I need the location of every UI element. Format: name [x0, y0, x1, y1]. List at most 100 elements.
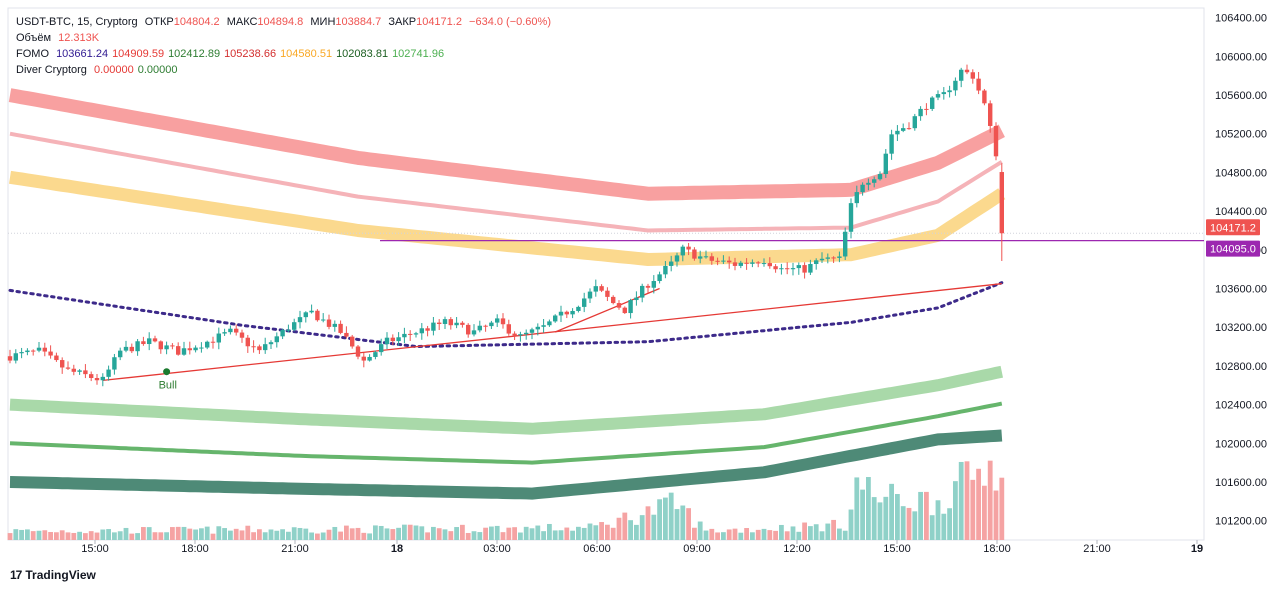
volume-bar	[929, 515, 935, 540]
volume-bar	[326, 529, 332, 540]
ohlc-row: USDT-BTC, 15, Cryptorg ОТКР104804.2 МАКС…	[16, 14, 555, 30]
candle-body	[25, 350, 30, 353]
candle-body	[582, 298, 587, 307]
fomo-series-line-7	[9, 429, 1003, 500]
volume-bar	[378, 525, 384, 540]
volume-bar	[808, 526, 813, 540]
fomo-series-line-3	[9, 170, 1006, 266]
candle-body	[698, 256, 703, 259]
candle-body	[489, 322, 494, 327]
candle-body	[100, 376, 105, 381]
volume-bar	[123, 527, 129, 540]
y-tick-label: 102800.00	[1215, 361, 1267, 373]
tradingview-logo[interactable]: 17 TradingView	[10, 568, 96, 582]
volume-bar	[848, 509, 854, 540]
fomo-series-line-5	[9, 365, 1004, 435]
fomo-value: 105238.66	[224, 48, 277, 60]
candle-body	[460, 322, 465, 325]
volume-bar	[251, 532, 256, 540]
candle-body	[147, 338, 152, 345]
volume-bar	[199, 528, 204, 540]
diver-values: 0.00000 0.00000	[94, 64, 182, 76]
candle-body	[848, 203, 854, 232]
candle-body	[535, 326, 540, 330]
volume-bar	[842, 530, 848, 540]
candle-body	[367, 356, 372, 361]
volume-bar	[77, 531, 82, 540]
volume-bar	[651, 514, 657, 540]
volume-bar	[721, 532, 726, 540]
volume-bar	[657, 499, 662, 540]
volume-bar	[71, 532, 77, 540]
candle-body	[651, 281, 656, 288]
volume-bar	[883, 496, 889, 540]
candle-body	[819, 258, 825, 261]
volume-bar	[668, 492, 674, 540]
volume-bar	[332, 526, 338, 540]
fomo-series-line-6	[9, 401, 1003, 465]
volume-bar	[680, 505, 686, 540]
volume-bar	[419, 526, 425, 540]
fomo-value: 104580.51	[280, 48, 333, 60]
candle-body	[692, 249, 697, 259]
candle-body	[135, 341, 140, 352]
volume-bar	[494, 525, 500, 540]
candle-body	[31, 350, 36, 352]
volume-bar	[54, 532, 59, 540]
candle-body	[790, 268, 796, 270]
candle-body	[280, 329, 285, 337]
candle-body	[402, 333, 407, 338]
candle-body	[83, 370, 88, 375]
candle-body	[953, 80, 958, 91]
volume-bar	[552, 530, 558, 540]
volume-bar	[663, 497, 668, 540]
candle-body	[36, 347, 42, 351]
volume-bar	[953, 481, 958, 540]
candle-body	[831, 257, 836, 259]
volume-bar	[837, 528, 842, 540]
volume-bar	[796, 531, 802, 540]
volume-bar	[228, 530, 233, 540]
candle-body	[263, 344, 268, 351]
volume-bar	[315, 533, 320, 540]
candle-body	[674, 255, 680, 262]
volume-bar	[895, 494, 900, 540]
volume-bar	[344, 525, 349, 540]
candle-body	[825, 257, 830, 259]
volume-bar	[784, 531, 790, 540]
volume-bar	[964, 461, 970, 540]
volume-bar	[750, 532, 755, 540]
open-value: 104804.2	[173, 16, 220, 28]
volume-bar	[970, 479, 976, 540]
volume-bar	[338, 531, 343, 540]
volume-bar	[616, 517, 622, 540]
candle-body	[251, 346, 256, 348]
candle-body	[448, 319, 453, 326]
candle-body	[912, 116, 917, 129]
candle-body	[993, 125, 999, 157]
volume-bar	[558, 530, 564, 540]
volume-bar	[599, 522, 604, 540]
volume-row: Объём 12.313K	[16, 30, 555, 46]
candles	[7, 64, 1004, 387]
candle-body	[895, 130, 900, 135]
volume-bar	[436, 528, 442, 540]
volume-bar	[605, 524, 610, 540]
volume-bar	[726, 529, 732, 540]
price-label-bg	[1206, 219, 1260, 236]
candle-body	[808, 263, 813, 273]
candle-body	[222, 332, 227, 334]
y-tick-label: 106400.00	[1215, 13, 1267, 25]
volume-bar	[987, 460, 993, 540]
volume-bar	[146, 527, 152, 540]
candle-body	[564, 311, 569, 315]
volume-bar	[912, 511, 918, 540]
volume-bar	[610, 527, 616, 540]
candle-body	[7, 356, 13, 361]
candle-body	[547, 321, 552, 326]
volume-bar	[535, 525, 541, 540]
close-label: ЗАКР	[388, 16, 417, 28]
candle-body	[379, 344, 384, 353]
volume-bar	[523, 526, 529, 540]
